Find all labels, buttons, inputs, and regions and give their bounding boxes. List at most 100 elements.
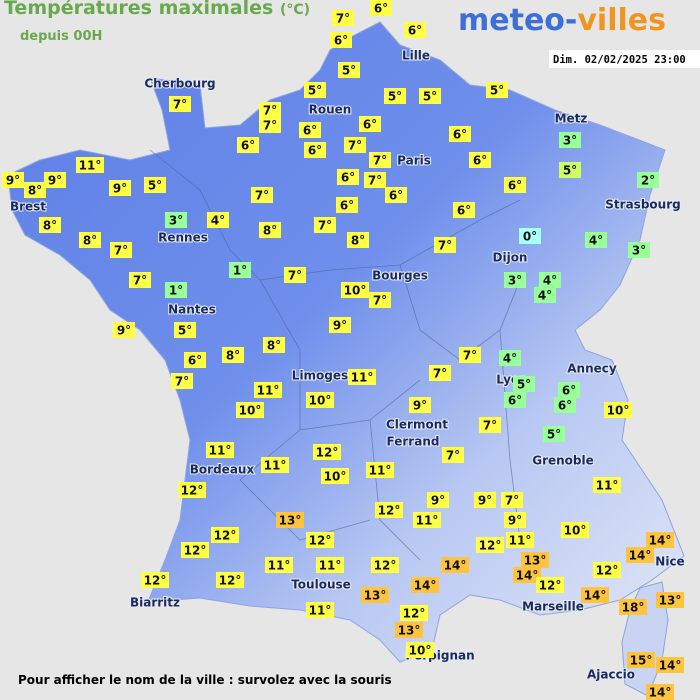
station-temp: 7° bbox=[288, 269, 302, 283]
station: 11° bbox=[76, 157, 104, 173]
station-bg bbox=[2, 172, 24, 188]
station-temp: 6° bbox=[562, 384, 576, 398]
station-temp: 10° bbox=[564, 524, 587, 538]
station-temp: 9° bbox=[431, 494, 445, 508]
city-name: Strasbourg bbox=[605, 198, 680, 212]
station: 7° bbox=[459, 347, 481, 363]
station-temp: 11° bbox=[596, 479, 619, 493]
station: 7° bbox=[434, 237, 456, 253]
station: 11° bbox=[348, 369, 376, 385]
station: 14° bbox=[441, 557, 469, 573]
station-bg bbox=[344, 137, 366, 153]
station-bg bbox=[375, 502, 403, 518]
station-bg bbox=[259, 102, 281, 118]
station: 8° bbox=[259, 222, 281, 238]
station-bg bbox=[453, 202, 475, 218]
station-bg bbox=[178, 482, 206, 498]
station-temp: 10° bbox=[239, 404, 262, 418]
station-temp: 8° bbox=[226, 349, 240, 363]
station-temp: 15° bbox=[630, 654, 653, 668]
station-bg bbox=[216, 572, 244, 588]
station-bg bbox=[534, 287, 556, 303]
station-temp: 8° bbox=[28, 184, 42, 198]
station: 6° bbox=[453, 202, 475, 218]
station: 14° bbox=[646, 684, 674, 700]
city-name: Toulouse bbox=[291, 578, 351, 592]
station: 6° bbox=[385, 187, 407, 203]
station-temp: 7° bbox=[373, 154, 387, 168]
station: 8° bbox=[263, 337, 285, 353]
station: 6° bbox=[404, 22, 426, 38]
station-temp: 12° bbox=[219, 574, 242, 588]
station-bg bbox=[165, 212, 187, 228]
station-bg bbox=[263, 337, 285, 353]
station-temp: 10° bbox=[344, 284, 367, 298]
logo: meteo-villes bbox=[458, 3, 666, 38]
station: 7° bbox=[259, 117, 281, 133]
station-bg bbox=[404, 22, 426, 38]
station-bg bbox=[306, 392, 334, 408]
station-temp: 7° bbox=[483, 419, 497, 433]
station-bg bbox=[504, 392, 526, 408]
station-temp: 11° bbox=[319, 559, 342, 573]
station-bg bbox=[539, 272, 561, 288]
station-temp: 6° bbox=[363, 118, 377, 132]
city-name: Bordeaux bbox=[190, 463, 255, 477]
station-temp: 6° bbox=[241, 139, 255, 153]
station-temp: 6° bbox=[374, 2, 388, 16]
station-temp: 8° bbox=[351, 234, 365, 248]
station: 13° bbox=[276, 512, 304, 528]
station-bg bbox=[637, 172, 659, 188]
station: 3° bbox=[559, 132, 581, 148]
station-bg bbox=[181, 542, 209, 558]
city-name: Rennes bbox=[158, 231, 208, 245]
station: 7° bbox=[251, 187, 273, 203]
station-bg bbox=[129, 272, 151, 288]
station-bg bbox=[184, 352, 206, 368]
station-temp: 3° bbox=[632, 244, 646, 258]
station-bg bbox=[486, 82, 508, 98]
station: 11° bbox=[506, 532, 534, 548]
station-bg bbox=[593, 477, 621, 493]
station: 7° bbox=[259, 102, 281, 118]
station-temp: 2° bbox=[641, 174, 655, 188]
station: 11° bbox=[413, 512, 441, 528]
station-temp: 5° bbox=[563, 164, 577, 178]
station-temp: 11° bbox=[268, 559, 291, 573]
station-temp: 11° bbox=[351, 371, 374, 385]
city-name: Brest bbox=[10, 200, 46, 214]
station: 12° bbox=[375, 502, 403, 518]
station-temp: 0° bbox=[523, 230, 537, 244]
map-subtitle: depuis 00H bbox=[20, 29, 102, 44]
station-bg bbox=[165, 282, 187, 298]
station-bg bbox=[313, 444, 341, 460]
station: 9° bbox=[2, 172, 24, 188]
station-bg bbox=[141, 572, 169, 588]
logo-part: villes bbox=[577, 3, 666, 38]
station-temp: 11° bbox=[416, 514, 439, 528]
station-temp: 7° bbox=[175, 375, 189, 389]
station: 10° bbox=[306, 392, 334, 408]
station-bg bbox=[314, 217, 336, 233]
station-bg bbox=[39, 217, 61, 233]
station-temp: 6° bbox=[473, 154, 487, 168]
station: 13° bbox=[521, 552, 549, 568]
station-bg bbox=[341, 282, 369, 298]
station: 15° bbox=[627, 652, 655, 668]
station-temp: 18° bbox=[622, 601, 645, 615]
city-name: Nice bbox=[655, 555, 684, 569]
station: 5° bbox=[384, 88, 406, 104]
date-box bbox=[549, 50, 700, 68]
station: 18° bbox=[619, 599, 647, 615]
station-temp: 13° bbox=[279, 514, 302, 528]
station-bg bbox=[395, 622, 423, 638]
station-bg bbox=[434, 237, 456, 253]
station-bg bbox=[499, 350, 521, 366]
station-bg bbox=[427, 492, 449, 508]
station: 9° bbox=[474, 492, 496, 508]
station-temp: 3° bbox=[508, 274, 522, 288]
station-temp: 11° bbox=[209, 444, 232, 458]
station-temp: 7° bbox=[263, 119, 277, 133]
station-bg bbox=[449, 126, 471, 142]
